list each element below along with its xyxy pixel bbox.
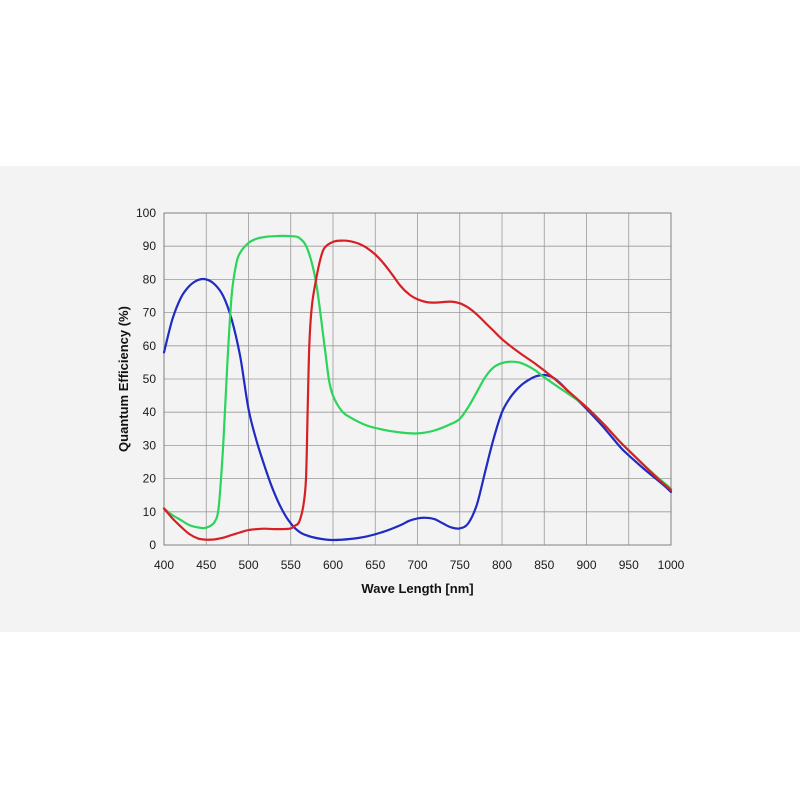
y-tick-label: 50 [143,372,157,386]
series-line-3 [162,239,673,541]
x-tick-label: 650 [365,558,385,572]
x-tick-label: 900 [576,558,596,572]
chart-background-panel [0,166,800,632]
y-tick-label: 100 [136,206,156,220]
y-tick-label: 70 [143,306,157,320]
x-tick-label: 550 [281,558,301,572]
x-tick-label: 450 [196,558,216,572]
x-tick-label: 1000 [658,558,685,572]
y-tick-label: 80 [143,272,157,286]
y-tick-label: 10 [143,505,157,519]
x-tick-label: 750 [450,558,470,572]
x-tick-label: 850 [534,558,554,572]
x-tick-label: 800 [492,558,512,572]
series-group [162,234,673,542]
x-tick-label: 500 [238,558,258,572]
plot-frame [163,212,672,546]
y-tick-label: 60 [143,339,157,353]
x-axis-label: Wave Length [nm] [361,581,473,596]
y-tick-label: 40 [143,405,157,419]
x-axis-ticks: 400 450 500 550 600 650 700 750 800 850 900 950 1000 [154,558,685,572]
grid-lines [163,212,672,546]
x-tick-label: 700 [407,558,427,572]
series-line-2 [162,234,673,530]
y-tick-label: 30 [143,438,157,452]
y-tick-label: 90 [143,239,157,253]
x-tick-label: 400 [154,558,174,572]
y-tick-label: 20 [143,472,157,486]
y-axis-ticks: 0 10 20 30 40 50 60 70 80 90 100 [136,206,156,552]
x-tick-label: 950 [619,558,639,572]
y-tick-label: 0 [149,538,156,552]
x-tick-label: 600 [323,558,343,572]
y-axis-label: Quantum Efficiency (%) [116,306,131,452]
